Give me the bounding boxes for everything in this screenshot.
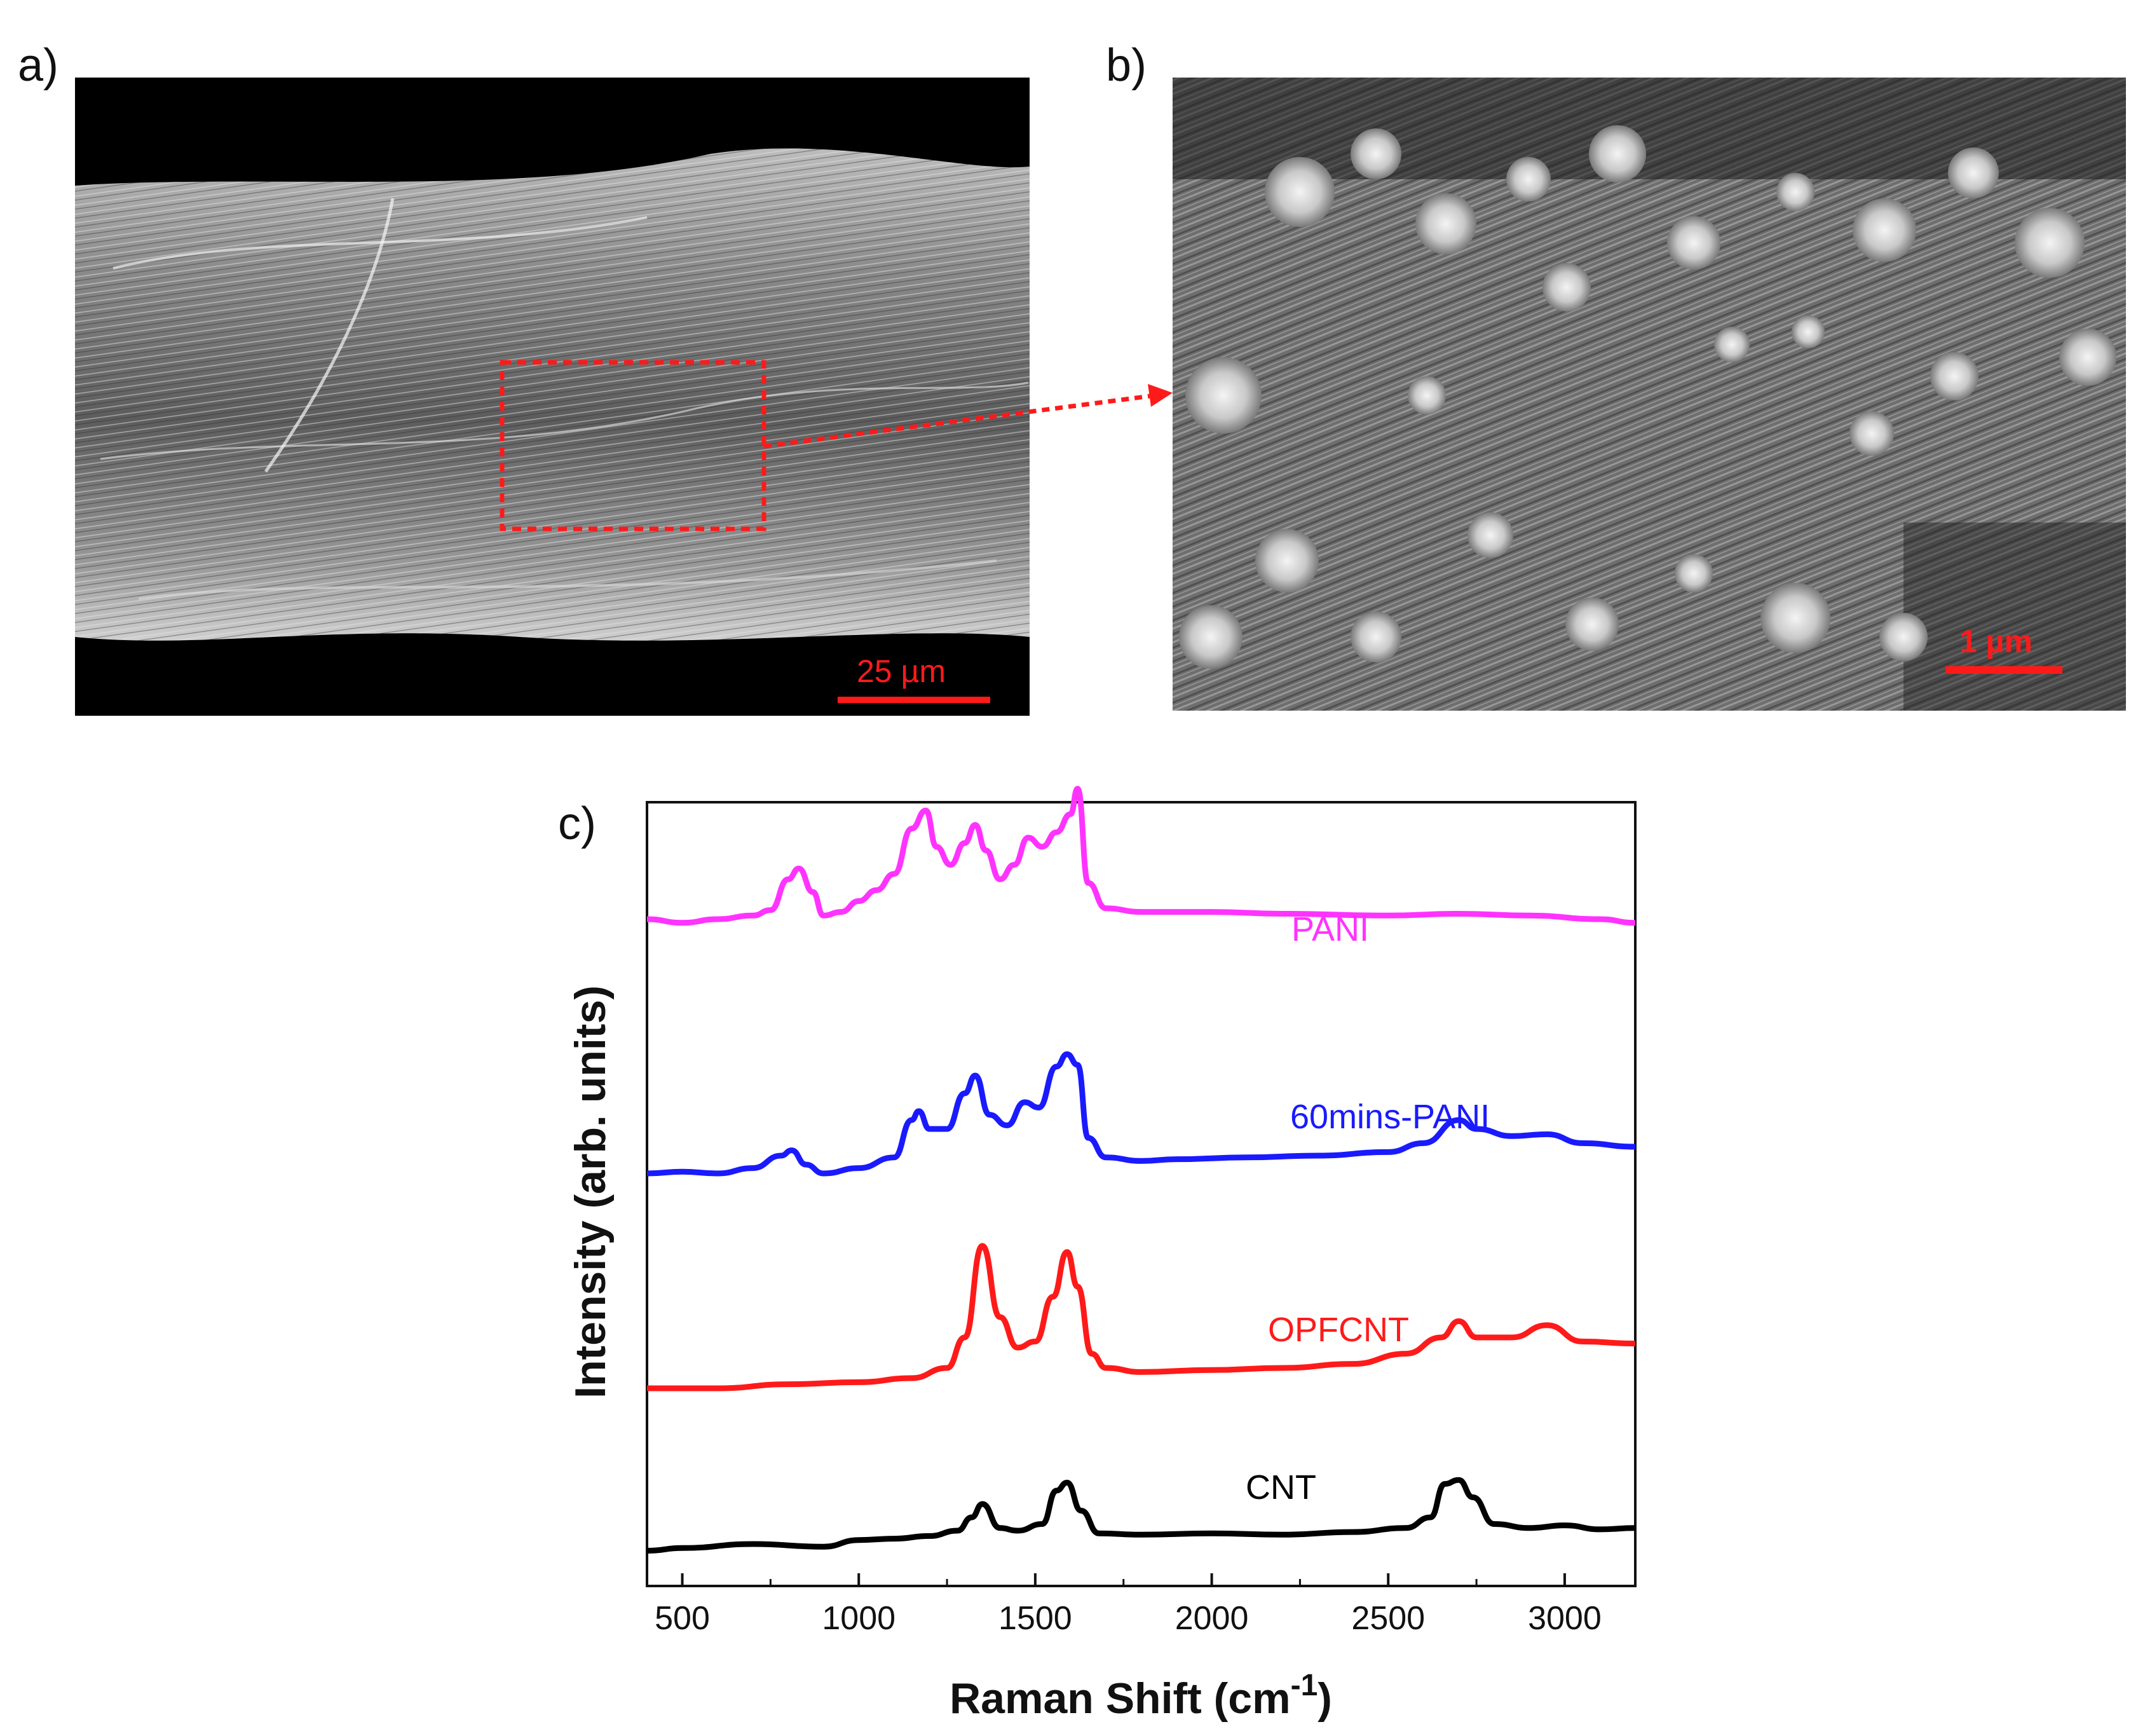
series-line-pani [646,786,1636,926]
x-tick-label: 1500 [998,1600,1072,1637]
scale-bar-label-b: 1 µm [1959,624,2033,659]
panel-label-a: a) [18,40,59,91]
series-label-cnt: CNT [1246,1468,1316,1507]
series-label-60mins-pani: 60mins-PANI [1290,1098,1490,1136]
x-axis-label-close: ) [1318,1674,1332,1723]
y-axis-label: Intensity (arb. units) [566,985,615,1398]
plot-frame [646,801,1637,1587]
x-axis-label-superscript: -1 [1291,1669,1318,1702]
x-tick-label: 3000 [1528,1600,1602,1637]
series-line-60mins-pani [646,1051,1636,1177]
x-tick-label: 2000 [1175,1600,1249,1637]
series-layer [646,786,1636,1554]
zoom-arrow [763,393,1151,449]
zoom-illustration [1173,78,2126,711]
zoom-arrow-head [1148,384,1173,407]
x-tick-label: 1000 [822,1600,895,1637]
scale-bar-label-a: 25 µm [857,653,946,689]
series-labels: PANI 60mins-PANI OPFCNT CNT [1246,910,1490,1507]
series-label-opfcnt: OPFCNT [1268,1311,1409,1349]
sem-image-fiber: 25 µm [75,78,1030,716]
sem-image-zoom: 1 µm [1173,78,2126,711]
x-axis-label: Raman Shift (cm-1) [950,1669,1332,1723]
ticks-layer: 500 1000 1500 2000 2500 3000 [655,1573,1602,1637]
scale-bar-a [838,697,990,703]
x-axis-label-main: Raman Shift (cm [950,1674,1291,1723]
series-line-cnt [646,1477,1636,1554]
panel-label-c: c) [558,798,596,849]
zoom-region-box [500,360,766,531]
panel-label-b: b) [1106,40,1147,91]
x-tick-label: 500 [655,1600,710,1637]
scale-bar-b [1945,666,2062,674]
x-tick-label: 2500 [1351,1600,1425,1637]
series-line-opfcnt [647,1243,1636,1391]
fiber-illustration [75,148,1030,703]
series-label-pani: PANI [1291,910,1369,948]
